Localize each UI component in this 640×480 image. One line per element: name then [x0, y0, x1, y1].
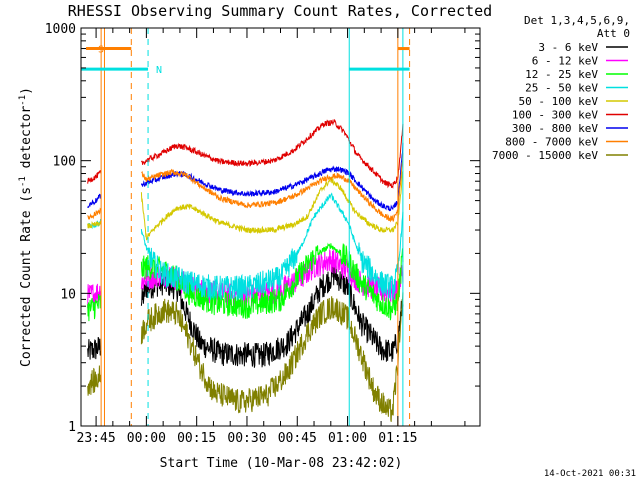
series-line-8-segment-0	[87, 365, 102, 396]
series-line-2-segment-0	[87, 294, 102, 322]
y-axis-label-mid: detector	[19, 106, 34, 177]
legend-header-2: Att 0	[597, 27, 630, 40]
series-line-4-segment-1	[140, 170, 404, 241]
x-tick-label-2: 00:15	[177, 431, 216, 446]
series-line-3-segment-1	[140, 192, 404, 301]
y-axis-label: Corrected Count Rate (s-1 detector-1)	[18, 87, 34, 367]
footer-timestamp: 14-Oct-2021 00:31	[544, 469, 636, 479]
series-line-0-segment-1	[140, 264, 404, 368]
y-axis-label-suffix: )	[19, 87, 34, 95]
series-line-8-segment-1	[140, 292, 404, 422]
legend-label-0: 3 - 6 keV	[538, 41, 598, 54]
x-tick-label-1: 00:00	[127, 431, 166, 446]
legend-label-8: 7000 - 15000 keV	[492, 149, 598, 162]
legend-label-4: 50 - 100 keV	[519, 95, 599, 108]
series-line-7-segment-0	[87, 207, 102, 220]
flag-label-S: S	[98, 45, 104, 56]
y-tick-label-3: 1000	[45, 22, 76, 37]
x-tick-label-6: 01:15	[378, 431, 417, 446]
y-axis-label-exp2: -1	[18, 95, 28, 106]
series-line-6-segment-0	[87, 193, 102, 209]
y-axis-label-exp1: -1	[18, 176, 28, 187]
legend-label-2: 12 - 25 keV	[525, 68, 598, 81]
x-tick-label-0: 23:45	[77, 431, 116, 446]
x-tick-label-5: 01:00	[328, 431, 367, 446]
legend-label-1: 6 - 12 keV	[532, 55, 599, 68]
series-line-0-segment-0	[87, 337, 102, 360]
x-tick-label-4: 00:45	[278, 431, 317, 446]
series-line-4-segment-0	[87, 220, 102, 229]
y-axis-label-prefix: Corrected Count Rate (s	[19, 187, 34, 367]
series-line-5-segment-0	[87, 170, 102, 184]
series-line-5-segment-1	[140, 119, 404, 189]
legend-label-7: 800 - 7000 keV	[505, 136, 598, 149]
y-tick-label-2: 100	[53, 155, 76, 170]
y-axis: 1 10 100 1000	[45, 22, 480, 435]
x-tick-label-3: 00:30	[227, 431, 266, 446]
chart-title: RHESSI Observing Summary Count Rates, Co…	[68, 2, 492, 20]
y-tick-label-1: 10	[60, 287, 76, 302]
legend-label-3: 25 - 50 keV	[525, 82, 598, 95]
x-axis-label: Start Time (10-Mar-08 23:42:02)	[160, 456, 403, 471]
legend-header-1: Det 1,3,4,5,6,9,	[524, 14, 630, 27]
y-tick-label-0: 1	[68, 420, 76, 435]
flag-label-N: N	[156, 65, 162, 76]
x-axis: 23:45 00:00 00:15 00:30 00:45 01:00 01:15	[77, 28, 466, 446]
series-line-6-segment-1	[140, 142, 404, 212]
legend-label-6: 300 - 800 keV	[512, 122, 598, 135]
series-line-7-segment-1	[141, 152, 404, 223]
legend-label-5: 100 - 300 keV	[512, 109, 598, 122]
plot-area: SN	[81, 28, 411, 426]
